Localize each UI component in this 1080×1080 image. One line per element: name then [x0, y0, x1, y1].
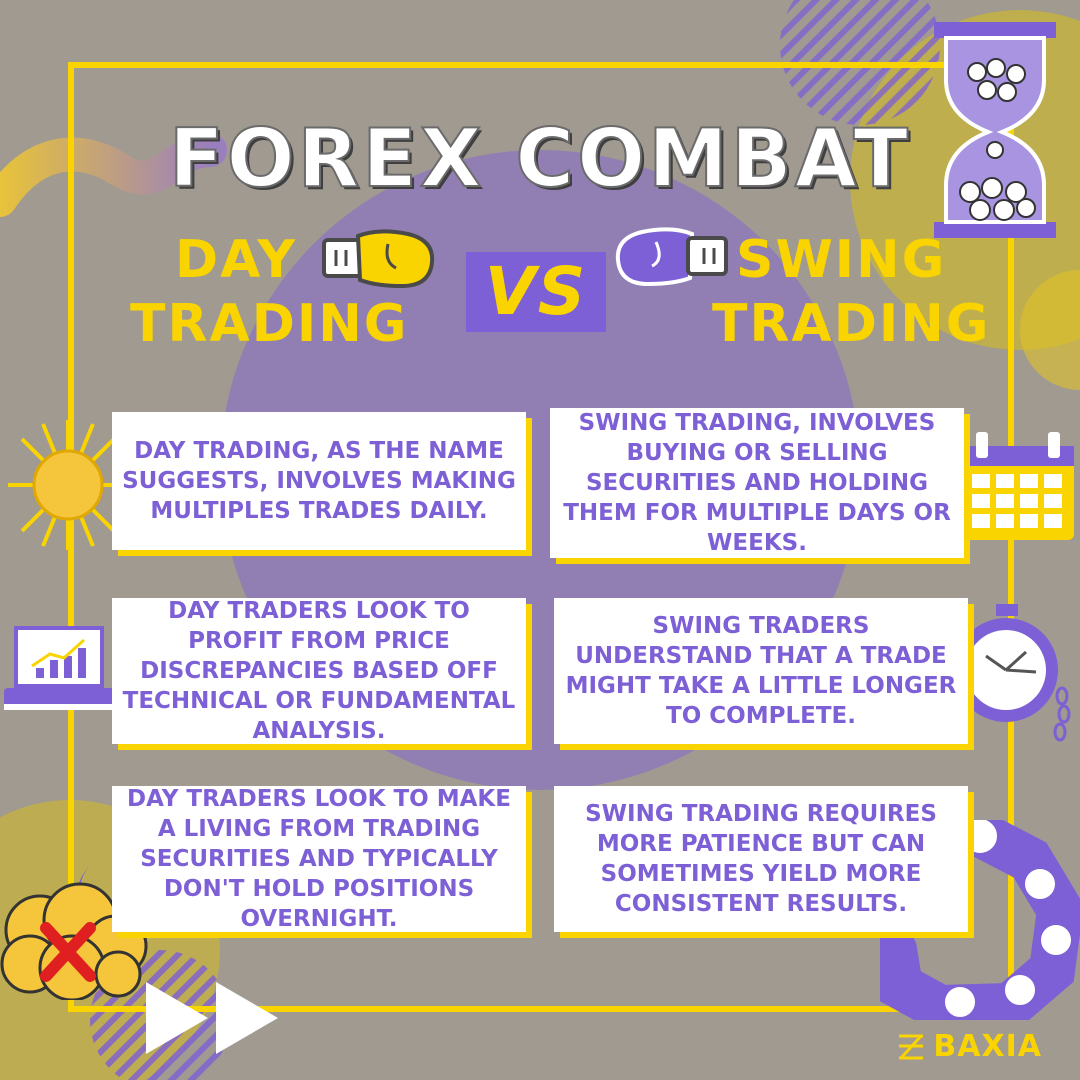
day-trading-heading: DAY TRADING: [120, 228, 420, 356]
vs-badge: VS: [466, 252, 606, 332]
swing-card-2: SWING TRADERS UNDERSTAND THAT A TRADE MI…: [554, 598, 968, 744]
day-card-1: DAY TRADING, AS THE NAME SUGGESTS, INVOL…: [112, 412, 526, 550]
swing-card-3: SWING TRADING REQUIRES MORE PATIENCE BUT…: [554, 786, 968, 932]
cloud-x-icon: [0, 860, 148, 1000]
hourglass-icon: [934, 22, 1056, 238]
laptop-chart-icon: [4, 626, 116, 710]
day-card-2: DAY TRADERS LOOK TO PROFIT FROM PRICE DI…: [112, 598, 526, 744]
day-heading-line1: DAY: [175, 230, 298, 290]
stopwatch-icon: [954, 604, 1071, 742]
boxing-glove-purple-icon: [615, 227, 728, 287]
boxing-glove-yellow-icon: [322, 229, 435, 289]
swing-heading-line1: SWING: [736, 230, 947, 290]
page-title: FOREX COMBAT: [168, 111, 911, 206]
swing-heading-line2: TRADING: [712, 294, 991, 354]
puzzle-icon: [880, 820, 1080, 1020]
baxia-logo-icon: [899, 1034, 924, 1059]
swing-trading-heading: SWING TRADING: [700, 228, 1000, 356]
fast-forward-icon: [146, 982, 278, 1054]
sun-icon: [8, 420, 128, 550]
brand-logo: BAXIA: [897, 1029, 1042, 1064]
day-heading-line2: TRADING: [130, 294, 409, 354]
brand-name: BAXIA: [933, 1029, 1042, 1064]
calendar-icon: [962, 432, 1074, 540]
day-card-3: DAY TRADERS LOOK TO MAKE A LIVING FROM T…: [112, 786, 526, 932]
swing-card-1: SWING TRADING, INVOLVES BUYING OR SELLIN…: [550, 408, 964, 558]
